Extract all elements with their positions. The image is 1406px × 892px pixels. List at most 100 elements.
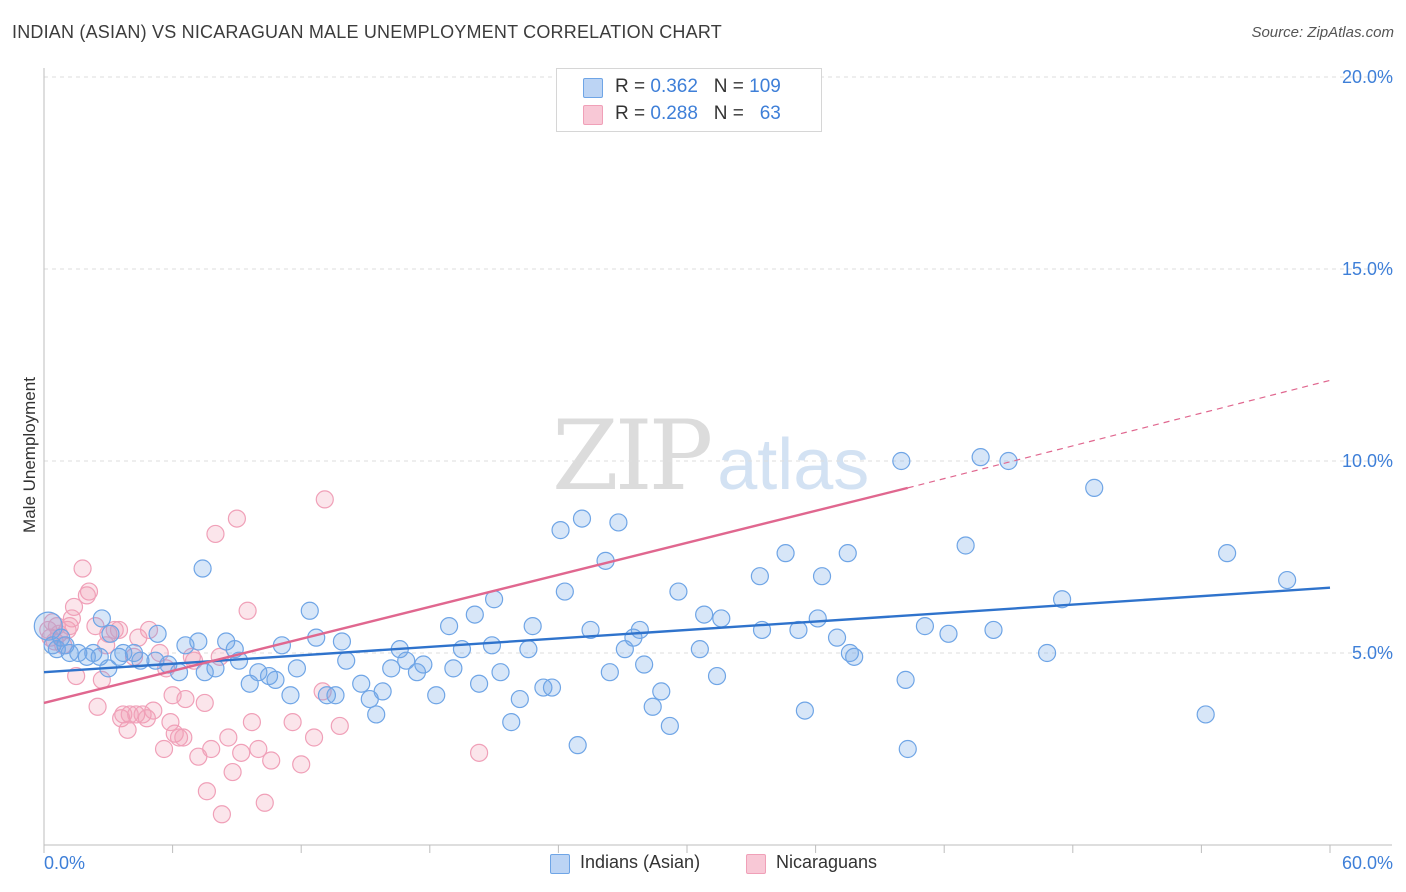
legend-n-value: 63	[759, 103, 781, 124]
indian-point	[1278, 570, 1297, 590]
y-tick-label: 5.0%	[1352, 643, 1393, 663]
nicaraguan-point	[197, 782, 216, 801]
indian-point	[898, 739, 917, 759]
indian-point	[148, 624, 167, 643]
indian-point	[373, 682, 392, 701]
chart-title: INDIAN (ASIAN) VS NICARAGUAN MALE UNEMPL…	[12, 22, 722, 42]
indian-point	[750, 567, 769, 586]
nicaraguan-point	[118, 720, 137, 739]
indian-point	[249, 663, 268, 682]
indian-point	[643, 697, 662, 716]
nicaraguan-point	[330, 716, 349, 736]
y-tick-label: 15.0%	[1342, 259, 1393, 279]
indian-point	[635, 655, 654, 674]
indian-point	[33, 611, 63, 641]
nicaraguan-point	[144, 701, 163, 720]
indian-point	[568, 736, 587, 755]
nicaraguan-point	[154, 739, 174, 759]
indians-points	[33, 448, 1297, 759]
indian-point	[469, 674, 489, 693]
nicaraguan-point	[120, 705, 139, 724]
nicaraguan-point	[202, 739, 221, 759]
indian-point	[838, 544, 857, 563]
nicaraguan-point	[109, 620, 129, 640]
legend-swatch-nicaraguans	[583, 105, 603, 125]
nicaraguan-point	[262, 751, 281, 770]
tick-labels: 5.0% 10.0% 15.0% 20.0% 0.0% 60.0%	[44, 67, 1393, 873]
series-swatch-nicaraguans	[746, 854, 766, 874]
nicaraguan-point	[161, 713, 180, 732]
indian-point	[510, 689, 529, 709]
indian-point	[427, 686, 446, 705]
y-tick-label: 10.0%	[1342, 451, 1393, 471]
indian-point	[707, 666, 727, 686]
indian-point	[984, 620, 1003, 640]
indian-point	[690, 640, 709, 659]
indian-point	[896, 670, 915, 689]
indian-point	[397, 651, 416, 670]
legend-n-label: N =	[713, 103, 744, 124]
indian-point	[465, 605, 484, 624]
nicaraguan-point	[238, 601, 257, 620]
nicaraguan-point	[195, 693, 214, 713]
indian-point	[92, 609, 111, 628]
indian-point	[326, 686, 345, 705]
nicaraguan-point	[242, 713, 262, 732]
nicaraguan-point	[206, 524, 225, 544]
gridlines	[44, 76, 1392, 654]
indian-point	[523, 617, 542, 636]
legend-swatch-indians	[583, 78, 603, 98]
indian-point	[915, 617, 935, 636]
indian-point	[439, 617, 459, 636]
legend-r-value: 0.288	[650, 103, 698, 124]
x-tick-label: 60.0%	[1342, 853, 1393, 873]
nicaraguan-point	[283, 713, 302, 732]
indian-point	[600, 663, 619, 682]
indian-point	[542, 678, 562, 697]
indian-point	[808, 609, 827, 628]
nicaraguans-trend-extension	[907, 379, 1331, 489]
series-swatch-indians	[550, 854, 570, 874]
axes	[43, 68, 1392, 853]
series-name-indians: Indians (Asian)	[580, 852, 701, 872]
indian-point	[812, 567, 832, 586]
nicaraguan-point	[79, 582, 99, 601]
indian-point	[551, 521, 570, 540]
indian-point	[892, 451, 911, 471]
indian-point	[827, 628, 847, 647]
indian-point	[1218, 544, 1237, 563]
series-name-nicaraguans: Nicaraguans	[776, 852, 878, 872]
indian-point	[414, 655, 433, 674]
indian-point	[581, 620, 600, 640]
correlation-legend: R = 0.362 N = 109 R = 0.288 N = 63	[556, 68, 822, 132]
indians-trend-line	[43, 586, 1331, 674]
indian-point	[502, 713, 521, 732]
legend-n-label: N =	[713, 76, 744, 97]
nicaraguan-point	[223, 762, 242, 782]
indian-point	[169, 663, 189, 682]
source-label: Source: ZipAtlas.com	[1251, 24, 1394, 41]
nicaraguan-point	[64, 597, 84, 617]
indian-point	[266, 670, 285, 689]
indian-point	[795, 701, 814, 720]
nicaraguan-point	[219, 728, 238, 747]
nicaraguan-point	[292, 755, 311, 774]
indian-point	[519, 640, 538, 659]
indian-point	[332, 632, 352, 651]
indian-point	[382, 659, 401, 678]
indian-point	[1037, 643, 1057, 663]
indian-point	[971, 448, 990, 467]
nicaraguans-points	[39, 87, 789, 824]
indian-point	[999, 451, 1018, 471]
indian-point	[1052, 590, 1072, 609]
indian-point	[660, 716, 679, 736]
indian-point	[652, 682, 671, 701]
nicaraguan-point	[88, 697, 107, 716]
nicaraguan-point	[212, 805, 231, 824]
nicaraguan-point	[469, 743, 489, 762]
nicaraguan-point	[127, 705, 146, 724]
nicaraguan-point	[232, 743, 251, 762]
indian-point	[1085, 478, 1104, 497]
nicaraguan-point	[169, 728, 189, 747]
indian-point	[609, 513, 628, 532]
